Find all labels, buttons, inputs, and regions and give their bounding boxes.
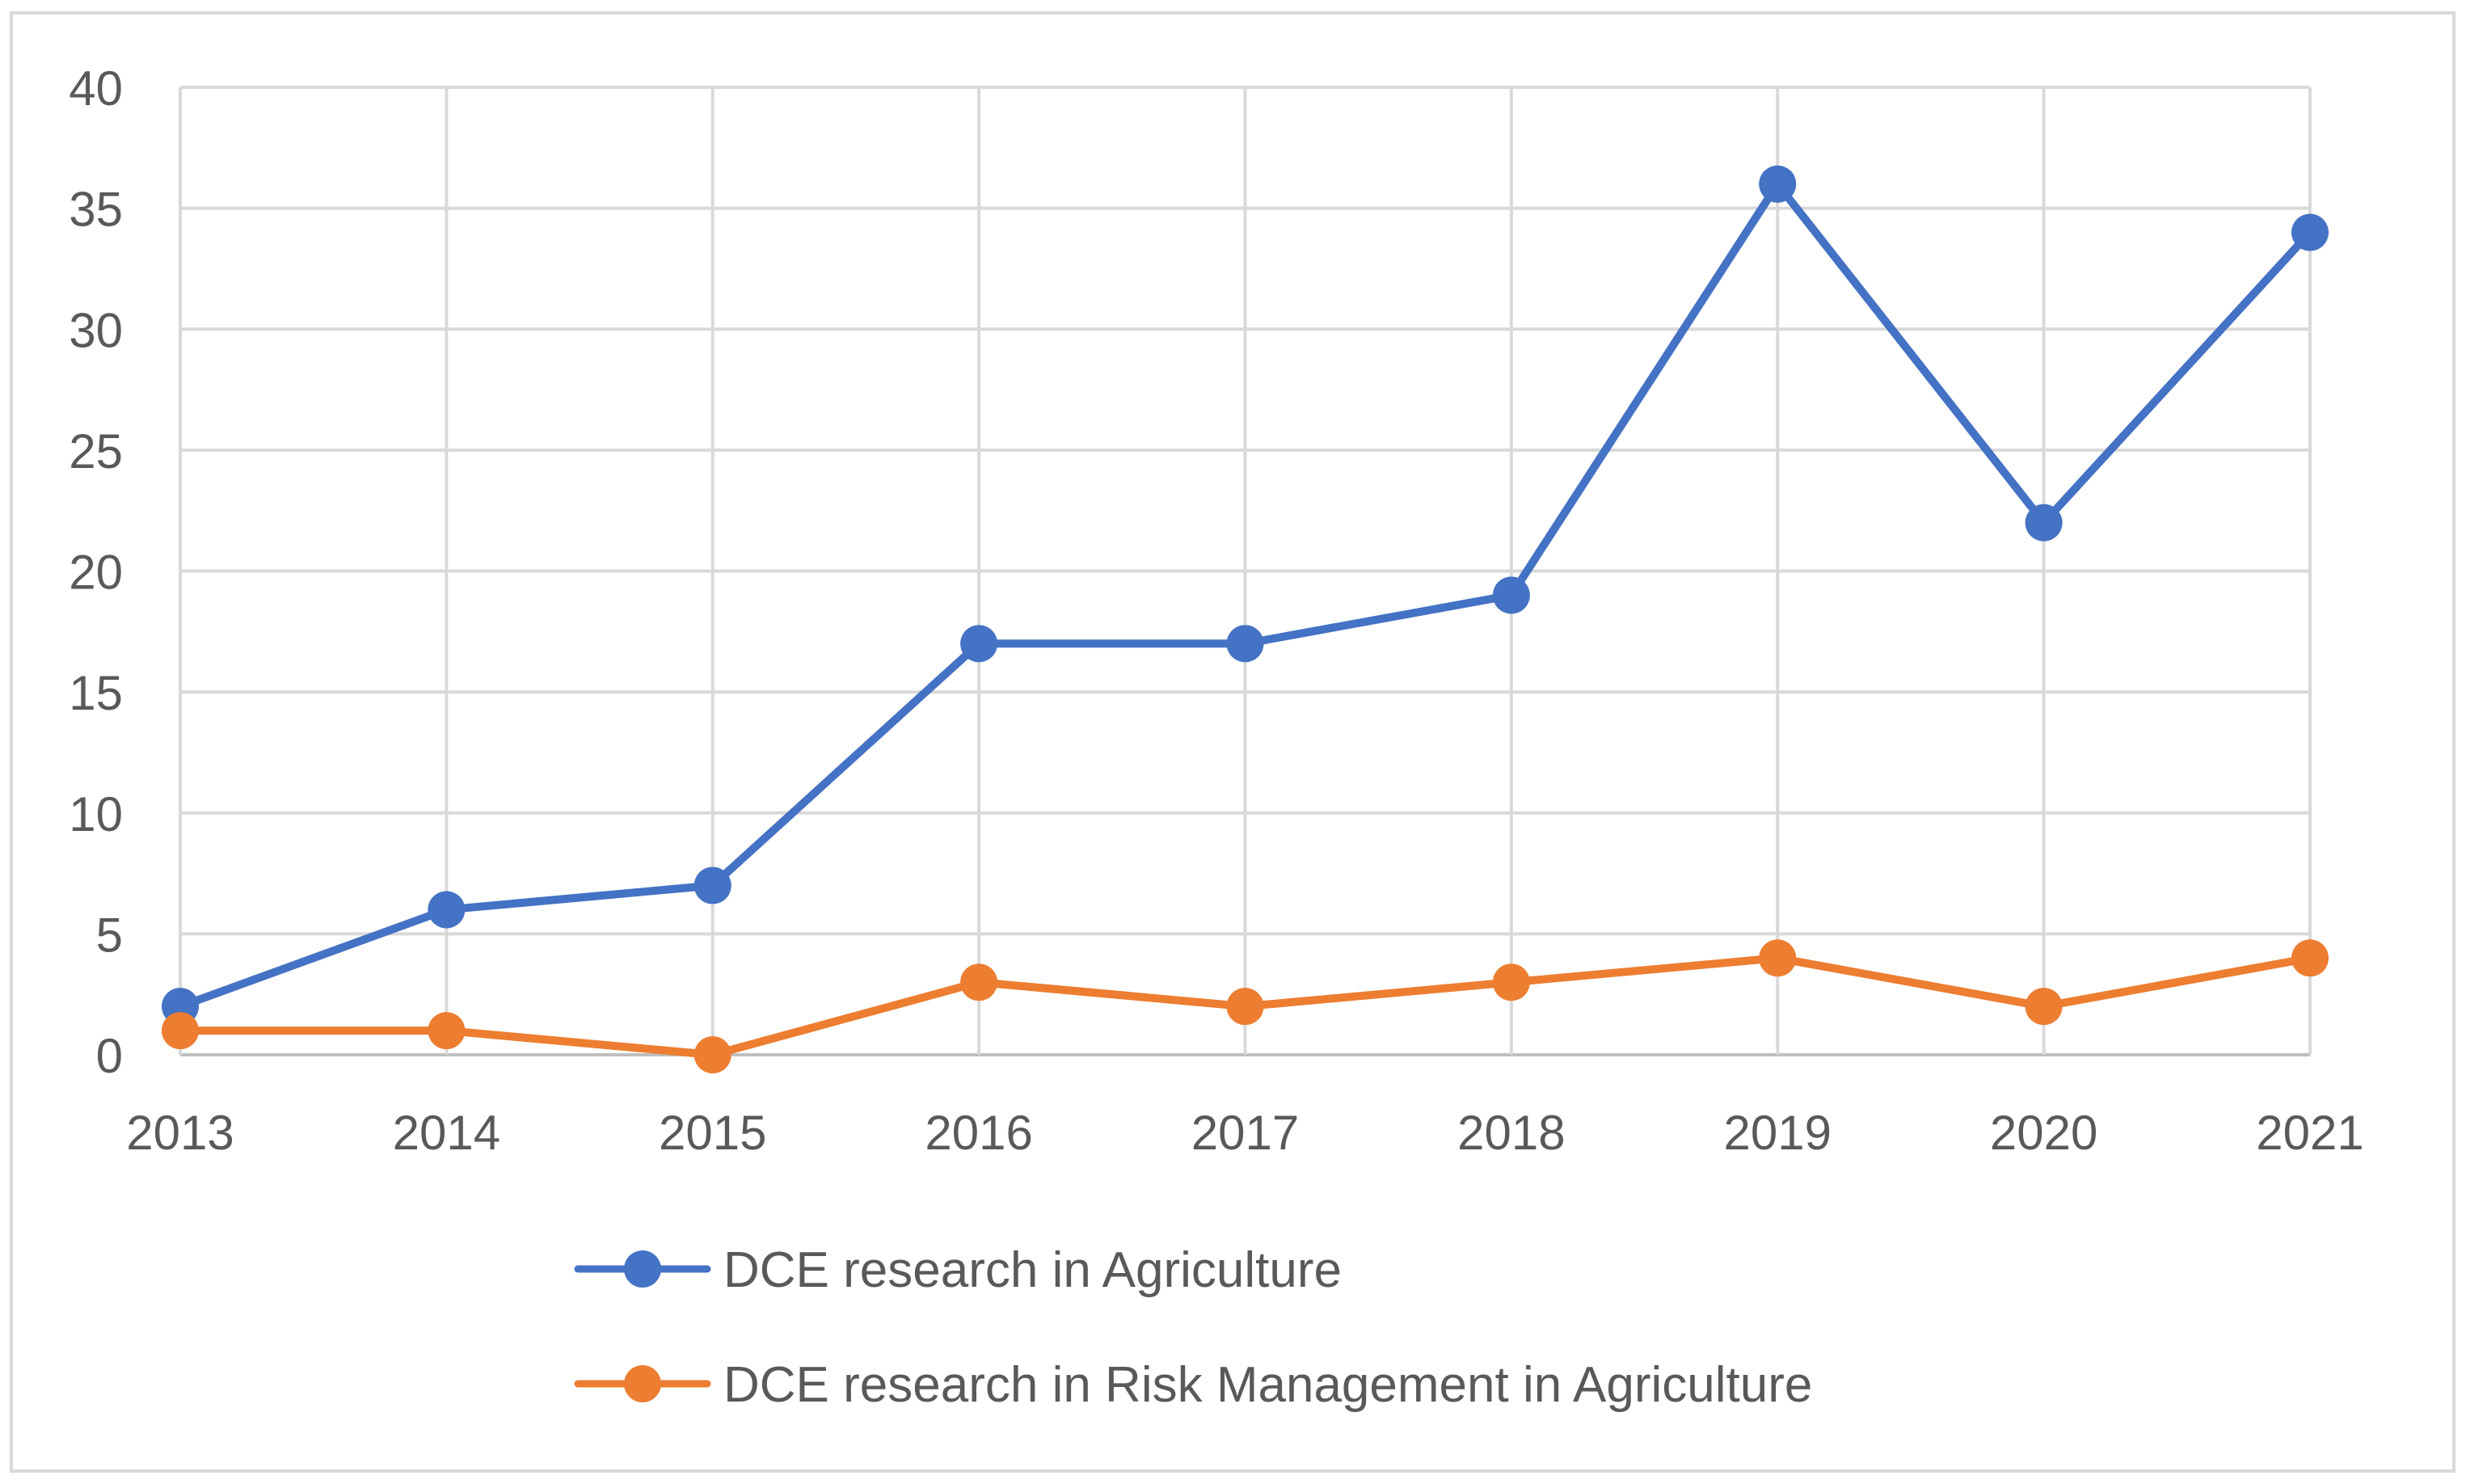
series-2-point-2014: [428, 1012, 466, 1050]
y-tick-label-15: 15: [69, 666, 123, 720]
legend: DCE research in Agriculture DCE research…: [574, 1242, 1812, 1413]
x-tick-label-2018: 2018: [1457, 1106, 1565, 1160]
series-layer: [162, 165, 2329, 1073]
series-2-point-2015: [693, 1036, 731, 1073]
series-2-point-2013: [162, 1012, 199, 1050]
y-axis-labels: 0 5 10 15 20 25 30 35 40: [69, 61, 123, 1083]
y-tick-label-25: 25: [69, 424, 123, 479]
y-tick-label-10: 10: [69, 787, 123, 841]
legend-label-risk-management: DCE research in Risk Management in Agric…: [723, 1357, 1812, 1413]
series-2-point-2020: [2025, 988, 2063, 1026]
series-1-point-2021: [2291, 213, 2329, 251]
series-2: [162, 939, 2329, 1073]
series-2-point-2017: [1226, 988, 1264, 1026]
grid-lines: [179, 86, 2312, 1056]
x-tick-label-2019: 2019: [1724, 1106, 1832, 1160]
x-tick-label-2020: 2020: [1990, 1106, 2097, 1160]
series-2-point-2016: [960, 963, 998, 1001]
x-tick-label-2015: 2015: [659, 1106, 766, 1160]
x-axis-labels: 2013 2014 2015 2016 2017 2018 2019 2020 2021: [126, 1106, 2363, 1160]
legend-item-risk-management: DCE research in Risk Management in Agric…: [574, 1357, 1812, 1413]
series-2-point-2021: [2291, 939, 2329, 977]
y-tick-label-5: 5: [96, 908, 123, 962]
series-1-point-2014: [428, 891, 466, 929]
series-1-point-2019: [1759, 165, 1797, 203]
legend-item-agriculture: DCE research in Agriculture: [574, 1242, 1342, 1298]
x-tick-label-2013: 2013: [126, 1106, 234, 1160]
x-tick-label-2016: 2016: [925, 1106, 1032, 1160]
y-tick-label-20: 20: [69, 546, 123, 600]
series-1: [162, 165, 2329, 1026]
y-tick-label-0: 0: [96, 1029, 123, 1083]
x-tick-label-2021: 2021: [2256, 1106, 2363, 1160]
legend-marker-risk-management: [624, 1365, 661, 1402]
y-tick-label-35: 35: [69, 183, 123, 237]
chart-border: [10, 11, 2455, 1473]
x-tick-label-2014: 2014: [393, 1106, 500, 1160]
series-1-point-2018: [1492, 576, 1530, 614]
series-1-point-2020: [2025, 504, 2063, 542]
series-2-point-2019: [1759, 939, 1797, 977]
series-1-point-2016: [960, 625, 998, 663]
y-tick-label-30: 30: [69, 303, 123, 357]
series-1-point-2015: [693, 866, 731, 904]
series-2-point-2018: [1492, 963, 1530, 1001]
series-1-point-2017: [1226, 625, 1264, 663]
x-tick-label-2017: 2017: [1191, 1106, 1299, 1160]
legend-marker-agriculture: [624, 1250, 661, 1288]
y-tick-label-40: 40: [69, 61, 123, 116]
legend-label-agriculture: DCE research in Agriculture: [723, 1242, 1342, 1298]
